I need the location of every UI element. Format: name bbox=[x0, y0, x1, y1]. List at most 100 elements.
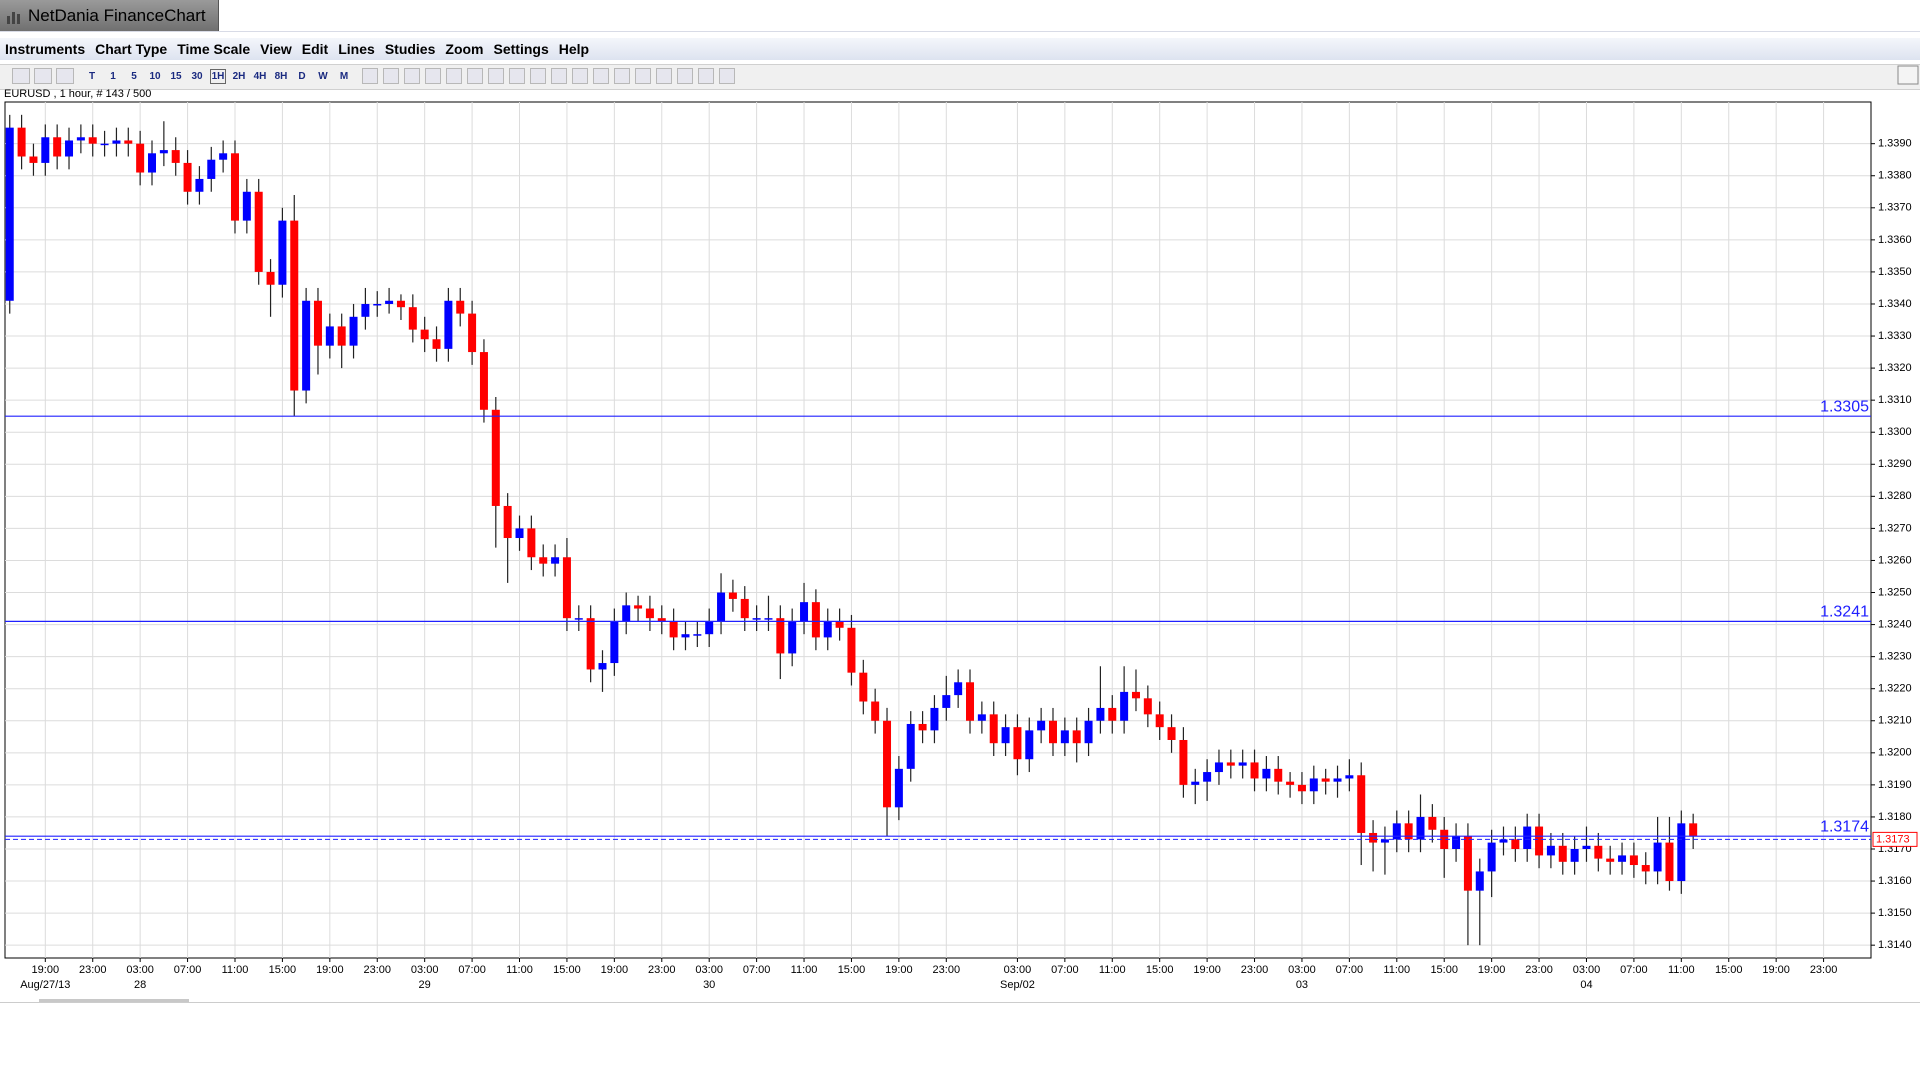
window-title: NetDania FinanceChart bbox=[28, 6, 206, 25]
candle-body bbox=[811, 602, 820, 638]
candle-body bbox=[254, 191, 263, 272]
time-scale-button[interactable]: 5 bbox=[131, 71, 137, 82]
candle-body bbox=[610, 621, 619, 664]
candle-body bbox=[456, 300, 465, 314]
time-scale-button[interactable]: W bbox=[318, 71, 328, 82]
menu-item[interactable]: Studies bbox=[384, 41, 436, 57]
candle-body bbox=[1677, 823, 1686, 882]
candle-body bbox=[1297, 784, 1306, 792]
x-tick-label: 19:00 bbox=[1193, 964, 1221, 976]
x-tick-label: 11:00 bbox=[506, 964, 533, 976]
candle-body bbox=[728, 592, 737, 599]
menu-item[interactable]: View bbox=[260, 41, 292, 57]
scroll-thumb bbox=[39, 999, 189, 1002]
y-tick-label: 1.3300 bbox=[1878, 426, 1912, 438]
toolbar-icon[interactable] bbox=[656, 68, 672, 84]
date-label: 03 bbox=[1296, 979, 1308, 991]
menu-item[interactable]: Zoom bbox=[445, 41, 484, 57]
candle-body bbox=[207, 159, 216, 179]
candle-body bbox=[1594, 845, 1603, 859]
time-scale-button[interactable]: 30 bbox=[191, 71, 203, 82]
candle-body bbox=[325, 326, 334, 346]
menu-item[interactable]: Edit bbox=[301, 41, 329, 57]
toolbar-icon[interactable] bbox=[698, 68, 714, 84]
candle-body bbox=[1203, 772, 1212, 782]
candle-body bbox=[183, 162, 192, 192]
x-tick-label: 15:00 bbox=[269, 964, 297, 976]
candle-body bbox=[1072, 730, 1081, 744]
toolbar-icon[interactable] bbox=[572, 68, 588, 84]
candle-body bbox=[539, 557, 548, 564]
x-tick-label: 23:00 bbox=[648, 964, 676, 976]
toolbar-icon[interactable] bbox=[383, 68, 399, 84]
time-scale-button[interactable]: D bbox=[298, 71, 306, 82]
date-label: 28 bbox=[134, 979, 146, 991]
candle-body bbox=[918, 723, 927, 731]
date-label: 30 bbox=[703, 979, 715, 991]
time-scale-button[interactable]: 8H bbox=[274, 71, 288, 82]
candle-body bbox=[171, 150, 180, 163]
menu-item[interactable]: Instruments bbox=[5, 41, 86, 57]
horizontal-line-label: 1.3241 bbox=[1820, 604, 1869, 621]
toolbar-icon[interactable] bbox=[593, 68, 609, 84]
y-tick-label: 1.3330 bbox=[1878, 330, 1912, 342]
toolbar-icon[interactable] bbox=[677, 68, 693, 84]
candle-body bbox=[717, 592, 726, 622]
toolbar-icon[interactable] bbox=[614, 68, 630, 84]
menu-item[interactable]: Lines bbox=[338, 41, 375, 57]
time-scale-button[interactable]: 10 bbox=[149, 71, 161, 82]
x-tick-label: 19:00 bbox=[1478, 964, 1506, 976]
x-tick-label: 23:00 bbox=[1525, 964, 1553, 976]
menu-item[interactable]: Settings bbox=[493, 41, 549, 57]
toolbar-icon[interactable] bbox=[467, 68, 483, 84]
candle-body bbox=[989, 714, 998, 744]
candle-body bbox=[1653, 842, 1662, 872]
time-scale-button[interactable]: 2H bbox=[232, 71, 246, 82]
toolbar-icon[interactable] bbox=[488, 68, 504, 84]
x-tick-label: 15:00 bbox=[1146, 964, 1174, 976]
toolbar-icon[interactable] bbox=[362, 68, 378, 84]
candle-body bbox=[1060, 730, 1069, 744]
toolbar-icon[interactable] bbox=[446, 68, 462, 84]
time-scale-button[interactable]: 4H bbox=[253, 71, 267, 82]
candle-body bbox=[65, 140, 74, 157]
candle-body bbox=[930, 707, 939, 731]
toolbar-icon[interactable] bbox=[56, 68, 74, 84]
time-scale-button[interactable]: 15 bbox=[170, 71, 182, 82]
candle-body bbox=[906, 723, 915, 769]
toolbar-icon[interactable] bbox=[12, 68, 30, 84]
time-scale-button[interactable]: T bbox=[88, 71, 96, 82]
candle-body bbox=[634, 605, 643, 609]
candle-body bbox=[1404, 823, 1413, 840]
candle-body bbox=[752, 618, 761, 620]
x-tick-label: 03:00 bbox=[695, 964, 723, 976]
candle-body bbox=[1250, 762, 1259, 779]
menu-item[interactable]: Time Scale bbox=[177, 41, 251, 57]
y-tick-label: 1.3160 bbox=[1878, 875, 1912, 887]
time-scale-button[interactable]: 1 bbox=[110, 71, 116, 82]
candle-body bbox=[942, 695, 951, 708]
toolbar-icon[interactable] bbox=[635, 68, 651, 84]
time-scale-button[interactable]: M bbox=[339, 71, 349, 82]
y-tick-label: 1.3200 bbox=[1878, 747, 1912, 759]
toolbar-icon[interactable] bbox=[551, 68, 567, 84]
candle-body bbox=[385, 300, 394, 304]
window-tab: NetDania FinanceChart bbox=[0, 0, 219, 31]
toolbar-icon[interactable] bbox=[530, 68, 546, 84]
candle-body bbox=[1037, 720, 1046, 731]
toolbar-icon[interactable] bbox=[719, 68, 735, 84]
toolbar-icon[interactable] bbox=[404, 68, 420, 84]
toolbar-icon[interactable] bbox=[509, 68, 525, 84]
candle-body bbox=[669, 621, 678, 638]
menu-item[interactable]: Help bbox=[558, 41, 590, 57]
candle-body bbox=[17, 127, 26, 157]
last-price-box bbox=[1872, 831, 1918, 847]
toolbar-icon[interactable] bbox=[425, 68, 441, 84]
time-scale-button[interactable]: 1H bbox=[210, 69, 226, 84]
toolbar-icon[interactable] bbox=[34, 68, 52, 84]
y-tick-label: 1.3180 bbox=[1878, 811, 1912, 823]
menu-item[interactable]: Chart Type bbox=[95, 41, 168, 57]
x-tick-label: 07:00 bbox=[458, 964, 486, 976]
candle-body bbox=[1558, 845, 1567, 862]
